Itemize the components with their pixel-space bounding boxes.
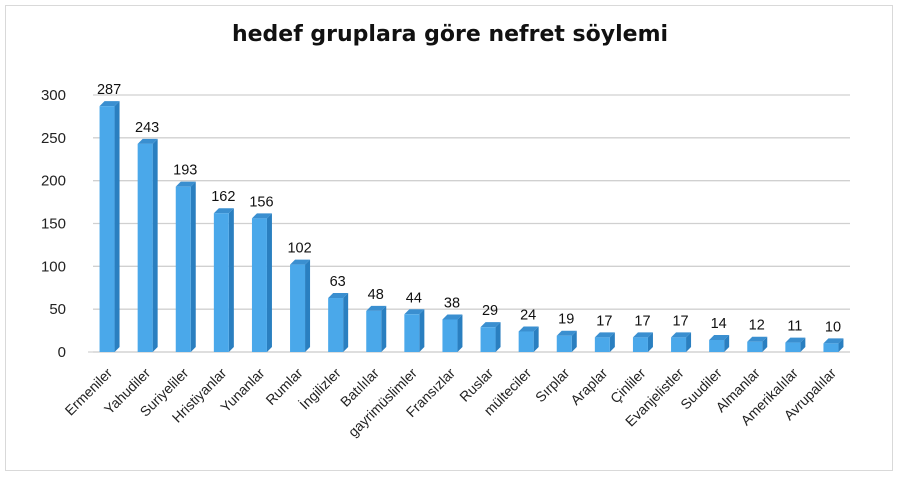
bar: [747, 341, 763, 352]
data-label: 17: [634, 313, 650, 329]
bar-side: [266, 213, 272, 352]
bar: [709, 340, 725, 352]
data-label: 44: [406, 290, 422, 306]
data-label: 156: [249, 194, 273, 210]
bar-side: [647, 332, 653, 352]
bar-top: [632, 332, 653, 338]
data-label: 17: [672, 313, 688, 329]
bar-top: [328, 293, 349, 299]
data-label: 12: [749, 318, 765, 334]
y-tick-label: 100: [41, 258, 66, 275]
bar-side: [228, 208, 234, 352]
bar: [671, 337, 687, 352]
bar-side: [190, 181, 196, 352]
data-label: 243: [135, 120, 159, 136]
x-tick-label: Sırplar: [532, 365, 573, 406]
bar: [290, 264, 306, 352]
chart-title: hedef gruplara göre nefret söylemi: [231, 22, 669, 47]
bar-top: [709, 335, 730, 341]
bar: [594, 337, 610, 352]
bar-top: [480, 322, 501, 328]
y-tick-label: 250: [41, 130, 66, 147]
bar: [823, 343, 839, 352]
bar: [213, 213, 229, 352]
y-tick-label: 200: [41, 173, 66, 190]
bar-top: [594, 332, 615, 338]
bar: [328, 298, 344, 352]
data-label: 19: [558, 312, 574, 328]
bar-side: [838, 338, 844, 352]
x-tick-label: İngilizler: [295, 364, 344, 413]
data-label: 162: [211, 189, 235, 205]
bar-side: [343, 293, 349, 352]
bar: [99, 106, 115, 353]
y-tick-label: 50: [49, 301, 66, 318]
data-label: 17: [596, 313, 612, 329]
data-label: 14: [711, 316, 727, 332]
bar-top: [290, 259, 311, 265]
bar-top: [823, 338, 844, 344]
y-tick-label: 0: [58, 344, 66, 361]
bar-side: [152, 138, 158, 352]
bar-side: [305, 259, 311, 352]
bar: [518, 331, 534, 352]
bar: [632, 337, 648, 352]
bar-side: [800, 337, 806, 352]
bar: [137, 143, 153, 352]
bar-side: [686, 332, 692, 352]
bar-top: [366, 305, 387, 311]
bar: [480, 327, 496, 352]
bar-top: [556, 330, 577, 336]
data-label: 102: [287, 241, 311, 257]
bar-top: [137, 138, 158, 144]
bar-top: [213, 208, 234, 214]
bar: [366, 310, 382, 352]
data-label: 193: [173, 163, 197, 179]
bar-side: [495, 322, 501, 352]
bar: [556, 335, 572, 352]
bar: [442, 319, 458, 352]
bar: [785, 342, 801, 352]
data-label: 38: [444, 295, 460, 311]
bar-side: [114, 101, 120, 353]
data-label: 48: [368, 287, 384, 303]
bar-top: [251, 213, 272, 219]
data-label: 29: [482, 303, 498, 319]
y-tick-label: 300: [41, 87, 66, 104]
bar-side: [457, 314, 463, 352]
bar-top: [442, 314, 463, 320]
x-tick-label: Araplar: [567, 365, 610, 408]
bar-top: [671, 332, 692, 338]
bar-top: [518, 326, 539, 332]
bar: [251, 218, 267, 352]
bar-side: [609, 332, 615, 352]
bar: [175, 186, 191, 352]
bar-top: [785, 337, 806, 343]
bar-top: [175, 181, 196, 187]
bar-top: [99, 101, 120, 107]
bar-top: [404, 309, 425, 315]
bar-side: [533, 326, 539, 352]
data-label: 10: [825, 319, 841, 335]
y-tick-label: 150: [41, 216, 66, 233]
data-label: 63: [330, 274, 346, 290]
data-label: 24: [520, 307, 536, 323]
data-label: 11: [787, 319, 802, 335]
bar-side: [381, 305, 387, 352]
bar-top: [747, 336, 768, 342]
bar-side: [419, 309, 425, 352]
bar: [404, 314, 420, 352]
data-label: 287: [97, 82, 121, 98]
bar-side: [762, 336, 768, 352]
bar-side: [724, 335, 730, 352]
bar-side: [571, 330, 577, 352]
